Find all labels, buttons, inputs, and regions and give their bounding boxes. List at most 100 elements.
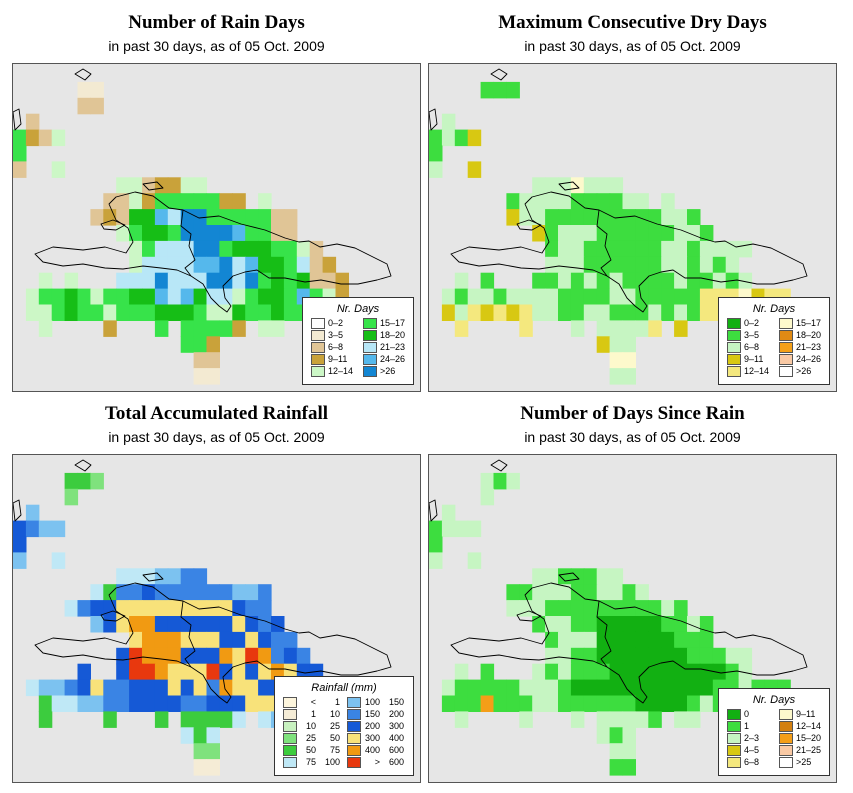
grid-cell <box>271 320 285 337</box>
grid-cell <box>519 304 533 321</box>
grid-cell <box>583 177 598 194</box>
grid-cell <box>335 272 349 290</box>
grid-cell <box>712 240 727 258</box>
grid-cell <box>545 256 559 274</box>
grid-cell <box>570 647 585 665</box>
grid-cell <box>103 288 117 306</box>
cuba-tip-outline <box>429 108 438 131</box>
grid-cell <box>38 520 53 538</box>
grid-cell <box>480 304 495 321</box>
legend-swatch <box>347 733 361 744</box>
grid-cell <box>193 679 208 697</box>
legend-label: 75 100 <box>305 757 340 767</box>
grid-cell <box>142 663 156 681</box>
grid-cell <box>687 304 701 321</box>
grid-cell <box>480 288 495 306</box>
grid-cell <box>283 272 298 290</box>
grid-cell <box>506 600 520 617</box>
grid-cell <box>193 568 208 585</box>
grid-cell <box>193 352 208 369</box>
legend-label: 12–14 <box>744 366 770 376</box>
grid-cell <box>167 679 182 697</box>
grid-cell <box>206 647 220 665</box>
grid-cell <box>635 647 649 665</box>
grid-cell <box>429 520 443 538</box>
grid-cell <box>570 256 585 274</box>
grid-cell <box>596 727 611 744</box>
grid-cell <box>635 679 649 697</box>
gonave-outline <box>100 219 126 231</box>
grid-cell <box>558 272 572 290</box>
chart-title: Number of Days Since Rain <box>520 403 745 424</box>
grid-cell <box>77 472 91 490</box>
grid-cell <box>596 209 611 226</box>
grid-cell <box>622 663 636 681</box>
grid-cell <box>232 256 246 274</box>
grid-cell <box>467 288 482 306</box>
grid-cell <box>103 584 117 601</box>
grid-cell <box>116 288 130 306</box>
grid-cell <box>232 631 246 649</box>
grid-cell <box>596 663 611 681</box>
grid-cell <box>64 304 79 321</box>
grid-cell <box>506 193 520 210</box>
grid-cell <box>635 631 649 649</box>
grid-cell <box>245 600 259 617</box>
grid-cell <box>570 679 585 697</box>
grid-cell <box>622 616 636 633</box>
grid-cell <box>167 225 182 242</box>
grid-cell <box>219 288 233 306</box>
small-island-outline <box>490 68 508 81</box>
grid-cell <box>193 584 208 601</box>
grid-cell <box>142 304 156 321</box>
legend-label: 50 75 <box>305 745 340 755</box>
grid-cell <box>687 631 701 649</box>
grid-cell <box>661 209 675 226</box>
grid-cell <box>609 568 624 585</box>
grid-cell <box>622 352 636 369</box>
grid-cell <box>454 711 469 728</box>
legend-swatch <box>283 721 297 732</box>
legend-swatch <box>779 330 793 341</box>
grid-cell <box>532 695 546 712</box>
grid-cell <box>154 193 169 210</box>
grid-cell <box>206 304 220 321</box>
grid-cell <box>622 759 636 776</box>
grid-cell <box>193 727 208 744</box>
grid-cell <box>699 679 714 697</box>
grid-cell <box>193 711 208 728</box>
grid-cell <box>712 272 727 290</box>
grid-cell <box>519 320 533 337</box>
grid-cell <box>609 727 624 744</box>
grid-cell <box>206 352 220 369</box>
grid-cell <box>206 600 220 617</box>
grid-cell <box>219 584 233 601</box>
grid-cell <box>609 600 624 617</box>
grid-cell <box>699 647 714 665</box>
grid-cell <box>699 663 714 681</box>
grid-cell <box>90 304 104 321</box>
grid-cell <box>180 711 195 728</box>
grid-cell <box>232 679 246 697</box>
grid-cell <box>51 552 66 569</box>
small-island-outline <box>74 68 92 81</box>
legend-swatch <box>727 709 741 720</box>
grid-cell <box>38 679 53 697</box>
grid-cell <box>206 679 220 697</box>
grid-cell <box>245 679 259 697</box>
legend-label: 3–5 <box>744 330 760 340</box>
grid-cell <box>232 225 246 242</box>
grid-cell <box>596 568 611 585</box>
grid-cell <box>206 193 220 210</box>
grid-cell <box>206 584 220 601</box>
heatmap-svg <box>13 64 420 391</box>
legend-swatch <box>727 745 741 756</box>
haiti-dr-border <box>596 600 612 668</box>
grid-cell <box>570 695 585 712</box>
grid-cell <box>154 663 169 681</box>
grid-cell <box>506 679 520 697</box>
grid-cell <box>258 288 272 306</box>
grid-cell <box>245 272 259 290</box>
grid-cell <box>38 695 53 712</box>
grid-cell <box>674 616 688 633</box>
